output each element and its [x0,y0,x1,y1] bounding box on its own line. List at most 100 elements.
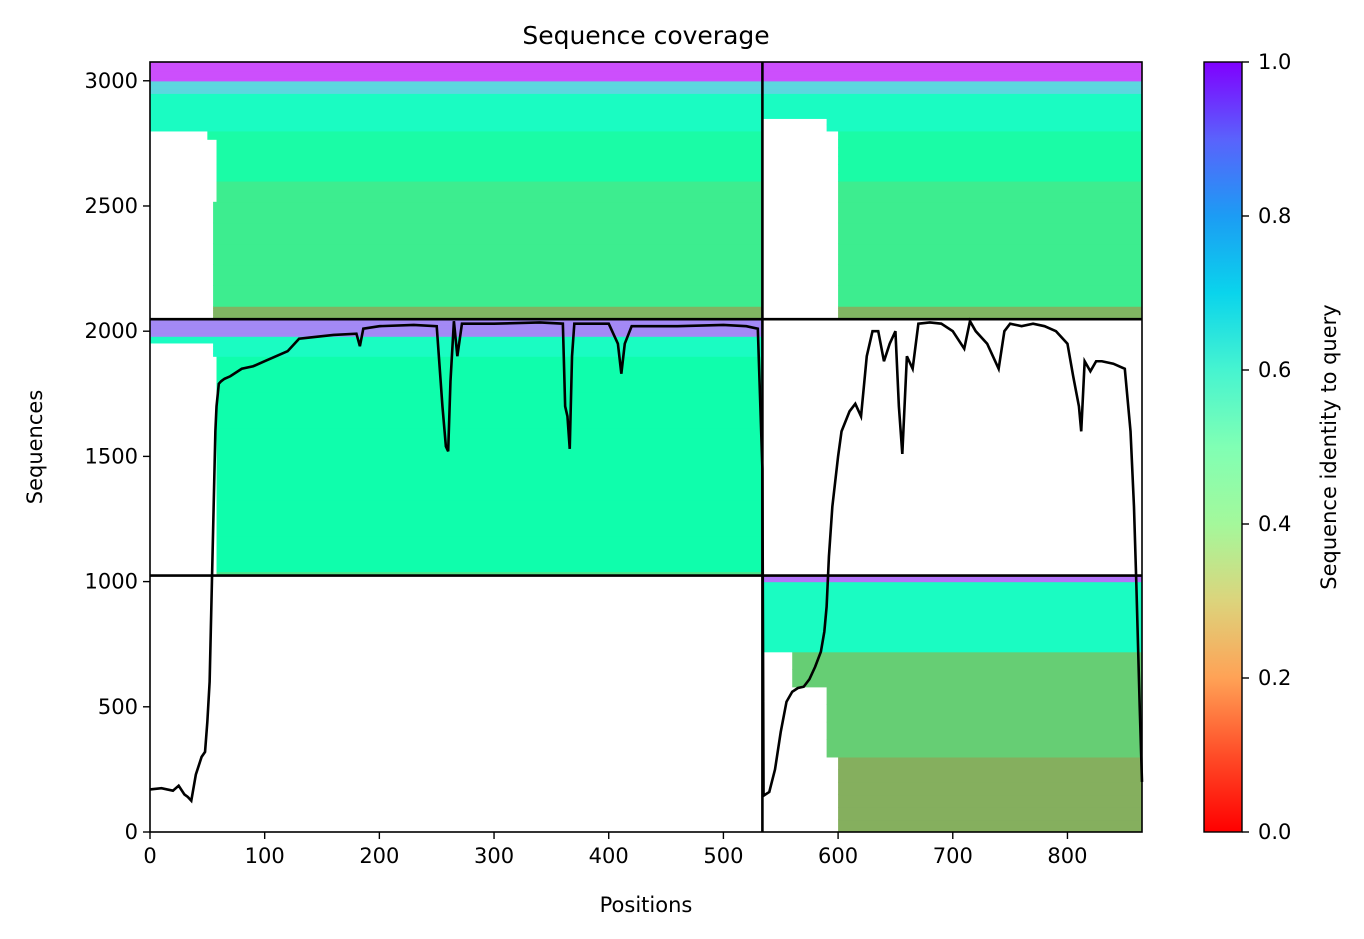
heatmap-band-top-1-5-5 [762,62,1142,66]
y-tick-label-1500: 1500 [85,444,138,468]
heatmap-band-top-1-1-3 [838,222,1142,245]
heatmap-band-top-0-0-5 [213,306,763,309]
heatmap-band-bottom-3-2-4 [762,593,1142,606]
x-tick-label-200: 200 [359,844,399,868]
colorbar-ticks: 0.0 0.2 0.4 0.6 0.8 1.0 [1242,50,1291,844]
colorbar-tick-label-5: 1.0 [1258,50,1291,74]
heatmap-band-top-1-3-3 [762,105,1142,113]
heatmap-band-middle-2-2-1 [213,349,763,354]
heatmap-band-middle-2-1-3 [216,428,763,465]
heatmap-band-top-0-1-4 [213,201,763,224]
heatmap-band-top-0-1-1 [213,264,763,286]
heatmap-band-bottom-3-2-2 [762,616,1142,629]
x-tick-label-300: 300 [474,844,514,868]
heatmap-band-top-0-3-1 [150,118,763,126]
heatmap-band-top-1-3-1 [826,118,1142,126]
heatmap-band-middle-2-2-2 [213,346,763,351]
heatmap-band-top-0-5-5 [150,62,763,66]
heatmap-band-top-1-4-4 [762,82,1142,86]
heatmap-band-middle-2-1-4 [216,392,763,429]
x-tick-label-500: 500 [703,844,743,868]
heatmap-band-top-0-0-4 [213,308,763,312]
heatmap-band-top-0-1-3 [213,222,763,245]
heatmap-band-top-0-4-5 [150,80,763,84]
heatmap-band-top-0-4-4 [150,82,763,86]
heatmap-band-top-0-4-0 [150,91,763,94]
heatmap-band-middle-2-3-4 [150,322,763,326]
heatmap-band-top-0-2-0 [216,172,763,182]
heatmap-band-bottom-3-2-3 [762,604,1142,618]
colorbar-tick-label-0: 0.0 [1258,820,1291,844]
heatmap-band-bottom-3-2-5 [762,581,1142,594]
heatmap-band-top-1-4-2 [762,87,1142,90]
heatmap-band-middle-2-1-0 [216,535,763,573]
heatmap-band-top-1-4-0 [762,91,1142,94]
heatmap-band-top-1-3-2 [762,112,1142,119]
heatmap-band-bottom-3-3-3 [762,577,1142,580]
heatmap-band-top-0-5-0 [150,77,763,82]
heatmap-band-top-1-2-4 [838,139,1142,149]
plot-frame [149,61,1143,833]
heatmap-band-bottom-3-3-2 [762,578,1142,581]
heatmap-band-top-1-2-1 [838,164,1142,174]
heatmap-band-top-0-3-0 [150,124,763,132]
heatmap-band-top-0-5-3 [150,68,763,72]
heatmap-band-middle-2-1-1 [216,499,763,537]
x-tick-label-700: 700 [933,844,973,868]
heatmap-band-bottom-3-3-0 [762,580,1142,583]
heatmap-band-top-1-3-5 [762,93,1142,101]
heatmap-band-middle-2-0-5 [216,571,763,573]
colorbar-label: Sequence identity to query [1317,304,1341,589]
coverage-line [149,317,1144,804]
heatmap-band-bottom-3-3-1 [762,579,1142,582]
heatmap-band-top-0-4-2 [150,87,763,90]
heatmap-band-top-1-2-0 [838,172,1142,182]
heatmap-band-top-0-2-4 [216,139,763,149]
heatmap-band-top-0-3-4 [150,99,763,107]
heatmap-band-bottom-3-0-2 [838,794,1142,808]
heatmap-band-top-1-5-3 [762,68,1142,72]
heatmap-band-bottom-3-0-0 [838,819,1142,832]
x-tick-label-800: 800 [1047,844,1087,868]
heatmap-band-middle-2-0-3 [216,572,763,575]
heatmap-band-top-1-1-1 [838,264,1142,286]
heatmap-band-bottom-3-0-4 [838,769,1142,783]
heatmap-band-middle-2-3-3 [150,324,763,329]
y-axis-label: Sequences [23,390,47,505]
heatmap-band-top-1-5-2 [762,71,1142,76]
heatmap-band-bottom-3-1-1 [826,721,1142,740]
heatmap-band-top-1-5-4 [762,65,1142,69]
heatmap-band-bottom-3-1-4 [792,669,1142,688]
y-tick-label-1000: 1000 [85,570,138,594]
heatmap-band-bottom-3-1-5 [792,651,1142,670]
x-axis-ticks: 0 100 200 300 400 500 600 700 800 [143,832,1088,868]
colorbar-tick-label-1: 0.2 [1258,666,1291,690]
x-tick-label-100: 100 [245,844,285,868]
heatmap-band-top-1-2-5 [838,130,1142,140]
heatmap-band-middle-2-2-3 [213,342,763,347]
heatmap-band-bottom-3-3-4 [762,576,1142,579]
heatmap-band-top-1-4-3 [762,84,1142,88]
heatmap-band-middle-2-1-2 [216,463,763,501]
y-tick-label-0: 0 [125,820,138,844]
heatmap-band-top-0-0-3 [213,310,763,314]
x-tick-label-400: 400 [589,844,629,868]
colorbar-tick-label-4: 0.8 [1258,204,1291,228]
heatmap-band-top-0-5-2 [150,71,763,76]
x-tick-label-0: 0 [143,844,156,868]
heatmap-band-top-0-3-2 [150,112,763,119]
heatmap-band-top-1-3-4 [762,99,1142,107]
heatmap-band-bottom-3-2-1 [762,628,1142,641]
heatmap-band-top-1-0-3 [838,310,1142,314]
heatmap-band-top-1-4-5 [762,80,1142,84]
chart-title: Sequence coverage [522,21,769,50]
heatmap-band-top-1-2-3 [838,147,1142,157]
heatmap-band-top-0-0-1 [213,314,763,318]
heatmap-band-top-1-1-2 [838,243,1142,266]
heatmap-band-top-0-4-1 [150,89,763,92]
heatmap-band-bottom-3-1-3 [826,686,1142,705]
heatmap-band-top-1-1-5 [838,180,1142,203]
heatmap-band-bottom-3-0-5 [838,756,1142,770]
heatmap-band-top-0-2-2 [216,155,763,165]
heatmap-band-top-1-4-1 [762,89,1142,92]
